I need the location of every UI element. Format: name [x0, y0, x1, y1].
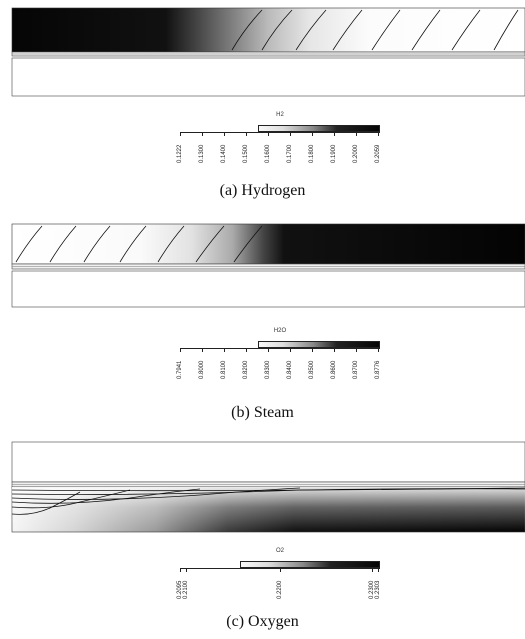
hydrogen-tick-label: 0.1222: [177, 144, 183, 163]
hydrogen-lower-channel: [11, 57, 525, 97]
hydrogen-tick: [290, 132, 291, 136]
steam-tick: [224, 348, 225, 352]
steam-tick-label: 0.8500: [309, 360, 315, 379]
steam-tick: [246, 348, 247, 352]
hydrogen-tick-label: 0.1700: [287, 144, 293, 163]
steam-tick-label: 0.8700: [353, 360, 359, 379]
hydrogen-tick: [268, 132, 269, 136]
steam-caption: (b) Steam: [231, 404, 294, 421]
steam-tick: [290, 348, 291, 352]
hydrogen-tick-label: 0.1400: [221, 144, 227, 163]
steam-tick: [334, 348, 335, 352]
hydrogen-colorbar: 0.1222 0.1300 0.1400 0.1500 0.1600 0.1700 0.18…: [177, 125, 381, 163]
steam-lower-channel: [11, 270, 525, 308]
figure-hydrogen: H2 0.1222 0.1300 0.1400 0.1500 0.1600 0.1700 0…: [0, 0, 525, 210]
hydrogen-tick: [246, 132, 247, 136]
steam-contour-plot: [11, 223, 525, 308]
hydrogen-tick: [224, 132, 225, 136]
oxygen-tick: [180, 568, 181, 572]
steam-tick: [268, 348, 269, 352]
steam-tick: [378, 348, 379, 352]
steam-tick-label: 0.8400: [287, 360, 293, 379]
hydrogen-tick: [334, 132, 335, 136]
steam-tick-label: 0.8200: [243, 360, 249, 379]
oxygen-contour-plot: [11, 441, 525, 533]
steam-contour-lines: [15, 225, 263, 263]
hydrogen-tick: [312, 132, 313, 136]
hydrogen-tick-label: 0.1900: [331, 144, 337, 163]
hydrogen-contour-lines: [231, 9, 519, 51]
hydrogen-tick: [356, 132, 357, 136]
oxygen-tick: [186, 568, 187, 572]
steam-tick-label: 0.8776: [375, 360, 381, 379]
hydrogen-tick-label: 0.2059: [375, 144, 381, 163]
oxygen-contour-lines: [11, 487, 525, 515]
hydrogen-tick-label: 0.1800: [309, 144, 315, 163]
steam-tick-label: 0.8100: [221, 360, 227, 379]
steam-tick: [356, 348, 357, 352]
hydrogen-caption: (a) Hydrogen: [219, 182, 306, 199]
figure-steam: H2O 0.7941 0.8000 0.8100 0.8200 0.8300 0.8400…: [0, 210, 525, 440]
hydrogen-tick-label: 0.1600: [265, 144, 271, 163]
oxygen-colorbar: 0.2095 0.2100 0.2200 0.2300 0.2303: [177, 561, 381, 599]
oxygen-tick-label: 0.2200: [277, 580, 283, 599]
oxygen-tick: [280, 568, 281, 572]
hydrogen-upper-channel: [11, 7, 525, 53]
hydrogen-contour-plot: [11, 7, 525, 97]
oxygen-upper-channel: [11, 441, 525, 483]
steam-tick-label: 0.8000: [199, 360, 205, 379]
oxygen-tick: [372, 568, 373, 572]
hydrogen-tick-label: 0.1300: [199, 144, 205, 163]
oxygen-tick-label: 0.2303: [375, 580, 381, 599]
steam-tick: [312, 348, 313, 352]
hydrogen-legend-title: H2: [276, 112, 284, 118]
steam-upper-channel: [11, 223, 525, 265]
oxygen-tick-label: 0.2100: [183, 580, 189, 599]
hydrogen-tick: [202, 132, 203, 136]
oxygen-legend-title: O2: [275, 548, 284, 554]
steam-tick-label: 0.8300: [265, 360, 271, 379]
steam-colorbar-gradient: [258, 341, 380, 348]
steam-tick-label: 0.8600: [331, 360, 337, 379]
steam-colorbar: 0.7941 0.8000 0.8100 0.8200 0.8300 0.8400 0.85…: [177, 341, 381, 379]
steam-tick-label: 0.7941: [177, 360, 183, 379]
oxygen-tick: [378, 568, 379, 572]
hydrogen-tick: [180, 132, 181, 136]
steam-tick: [180, 348, 181, 352]
oxygen-caption: (c) Oxygen: [226, 613, 299, 630]
hydrogen-tick: [378, 132, 379, 136]
hydrogen-tick-label: 0.2000: [353, 144, 359, 163]
steam-tick: [202, 348, 203, 352]
oxygen-colorbar-gradient: [240, 561, 380, 568]
hydrogen-tick-label: 0.1500: [243, 144, 249, 163]
steam-legend-title: H2O: [273, 328, 287, 334]
figure-oxygen: O2 0.2095 0.2100 0.2200 0.2300 0.2303 (c) Ox…: [0, 440, 525, 639]
hydrogen-colorbar-gradient: [258, 125, 380, 132]
